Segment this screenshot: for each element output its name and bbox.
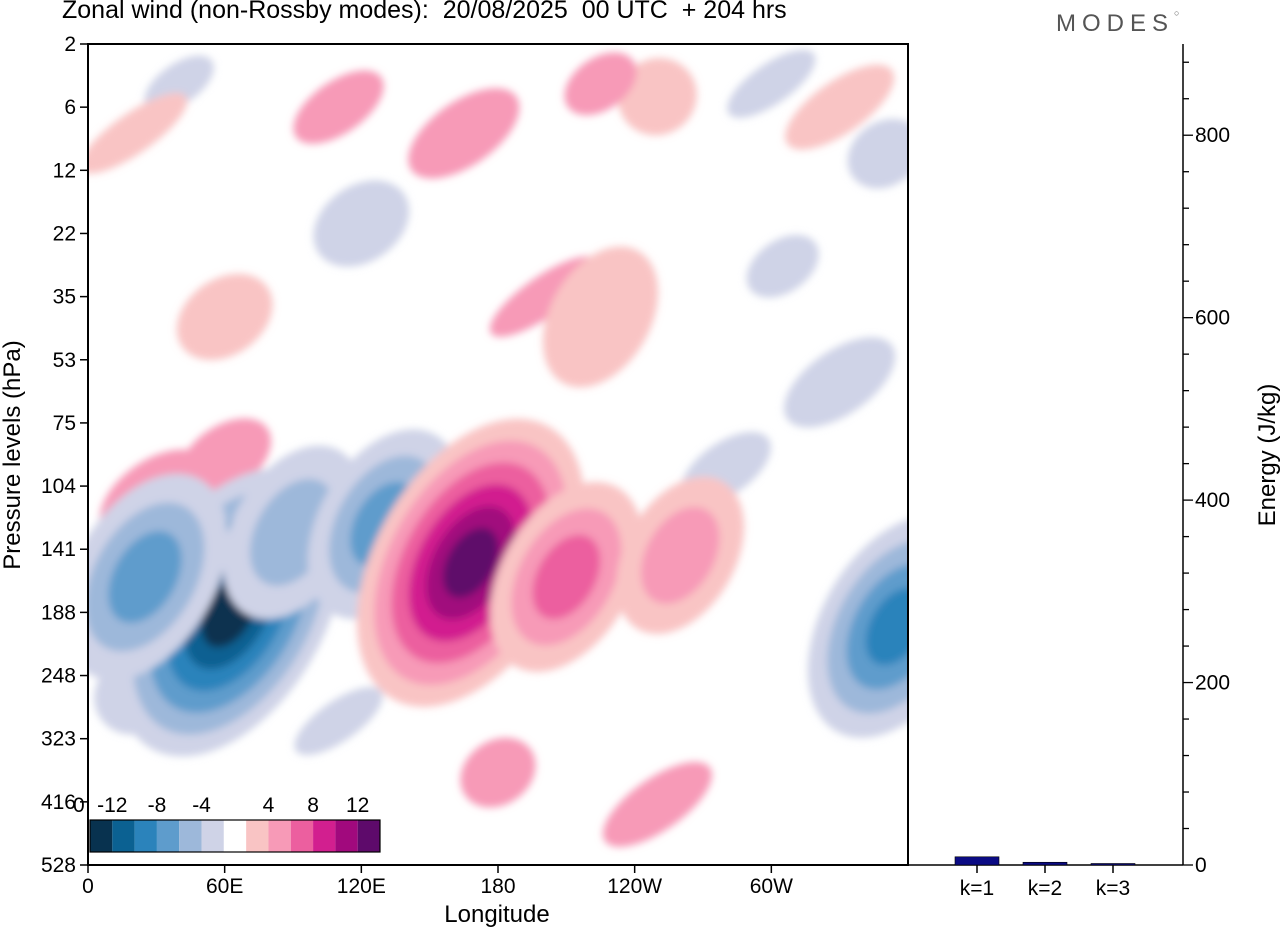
y-tick-label: 528 xyxy=(41,854,76,877)
modes-logo: MODES○ xyxy=(1056,8,1180,37)
colorbar-label: 12 xyxy=(346,794,369,817)
field-patch xyxy=(727,49,816,118)
y-tick-label: 53 xyxy=(53,349,76,372)
colorbar: -12 -8 -4 0 4 8 12 xyxy=(73,794,381,853)
field-patch xyxy=(293,70,384,144)
y-tick-label: 2 xyxy=(64,33,76,56)
x-axis-title: Longitude xyxy=(444,901,549,928)
energy-category-label: k=2 xyxy=(1028,877,1062,900)
y-tick-label: 188 xyxy=(41,601,76,624)
field-patch xyxy=(784,337,896,428)
y-tick-label: 416 xyxy=(41,791,76,814)
energy-axis-title: Energy (J/kg) xyxy=(1254,384,1280,527)
colorbar-swatch xyxy=(179,820,202,852)
field-patch xyxy=(785,64,895,150)
colorbar-swatch xyxy=(313,820,336,852)
y-tick-label: 35 xyxy=(53,286,76,309)
y-tick-label: 323 xyxy=(41,728,76,751)
colorbar-label: -8 xyxy=(148,794,167,817)
chart-title: Zonal wind (non-Rossby modes): 20/08/202… xyxy=(62,0,787,24)
colorbar-swatch xyxy=(223,820,247,852)
colorbar-label: 0 xyxy=(73,794,85,817)
y-tick-label: 248 xyxy=(41,665,76,688)
field-patch xyxy=(408,88,520,179)
field-contour xyxy=(443,527,499,598)
x-tick-label: 120E xyxy=(337,875,386,898)
energy-category-label: k=1 xyxy=(960,877,994,900)
y-tick-label: 6 xyxy=(64,96,76,119)
field-patch xyxy=(294,687,383,756)
colorbar-swatch xyxy=(156,820,180,852)
x-tick-label: 120W xyxy=(607,875,662,898)
wind-field xyxy=(88,49,908,847)
field-patch xyxy=(618,58,697,136)
field-patch xyxy=(313,180,410,267)
colorbar-swatch xyxy=(112,820,135,852)
colorbar-label: -12 xyxy=(97,794,127,817)
field-contour xyxy=(532,534,601,620)
colorbar-swatch xyxy=(335,820,358,852)
field-contour xyxy=(865,587,908,666)
energy-panel: 0 200 400 600 800 k=1 k=2 k=3 xyxy=(908,44,1230,900)
energy-bar xyxy=(1022,861,1068,866)
energy-bar xyxy=(954,856,1000,866)
colorbar-label: 4 xyxy=(263,794,275,817)
colorbar-swatch xyxy=(246,820,269,852)
field-patch xyxy=(88,93,188,174)
energy-tick-label: 800 xyxy=(1195,124,1230,147)
colorbar-swatch xyxy=(134,820,157,852)
field-patch xyxy=(460,737,536,808)
colorbar-label: -4 xyxy=(192,794,211,817)
x-tick-label: 60E xyxy=(206,875,243,898)
field-patch xyxy=(602,761,712,847)
x-tick-label: 180 xyxy=(480,875,515,898)
section-axes: 0 60E 120E 180 120W 60W 2 6 12 22 35 53 75 104 141 188 2… xyxy=(41,33,793,898)
field-patch xyxy=(564,52,637,116)
energy-tick-label: 600 xyxy=(1195,307,1230,330)
colorbar-swatch xyxy=(201,820,224,852)
field-contour xyxy=(640,507,720,604)
colorbar-frame xyxy=(89,819,381,853)
y-tick-label: 22 xyxy=(53,222,76,245)
field-patch xyxy=(176,273,273,361)
x-tick-label: 0 xyxy=(82,875,94,898)
field-contour xyxy=(542,246,659,388)
y-tick-label: 75 xyxy=(53,412,76,435)
field-patch xyxy=(746,234,819,298)
energy-tick-label: 200 xyxy=(1195,672,1230,695)
energy-bar xyxy=(1090,863,1136,866)
colorbar-swatch xyxy=(90,820,113,852)
energy-category-label: k=3 xyxy=(1096,877,1130,900)
colorbar-swatch xyxy=(357,820,380,852)
y-tick-label: 141 xyxy=(41,538,76,561)
field-patch xyxy=(847,118,908,189)
colorbar-swatch xyxy=(268,820,291,852)
y-axis-title: Pressure levels (hPa) xyxy=(0,340,26,569)
field-contour xyxy=(108,531,182,623)
colorbar-swatch xyxy=(290,820,314,852)
energy-tick-label: 0 xyxy=(1195,854,1207,877)
y-tick-label: 12 xyxy=(53,159,76,182)
x-tick-label: 60W xyxy=(750,875,793,898)
y-tick-label: 104 xyxy=(41,475,76,498)
colorbar-label: 8 xyxy=(307,794,319,817)
energy-tick-label: 400 xyxy=(1195,489,1230,512)
